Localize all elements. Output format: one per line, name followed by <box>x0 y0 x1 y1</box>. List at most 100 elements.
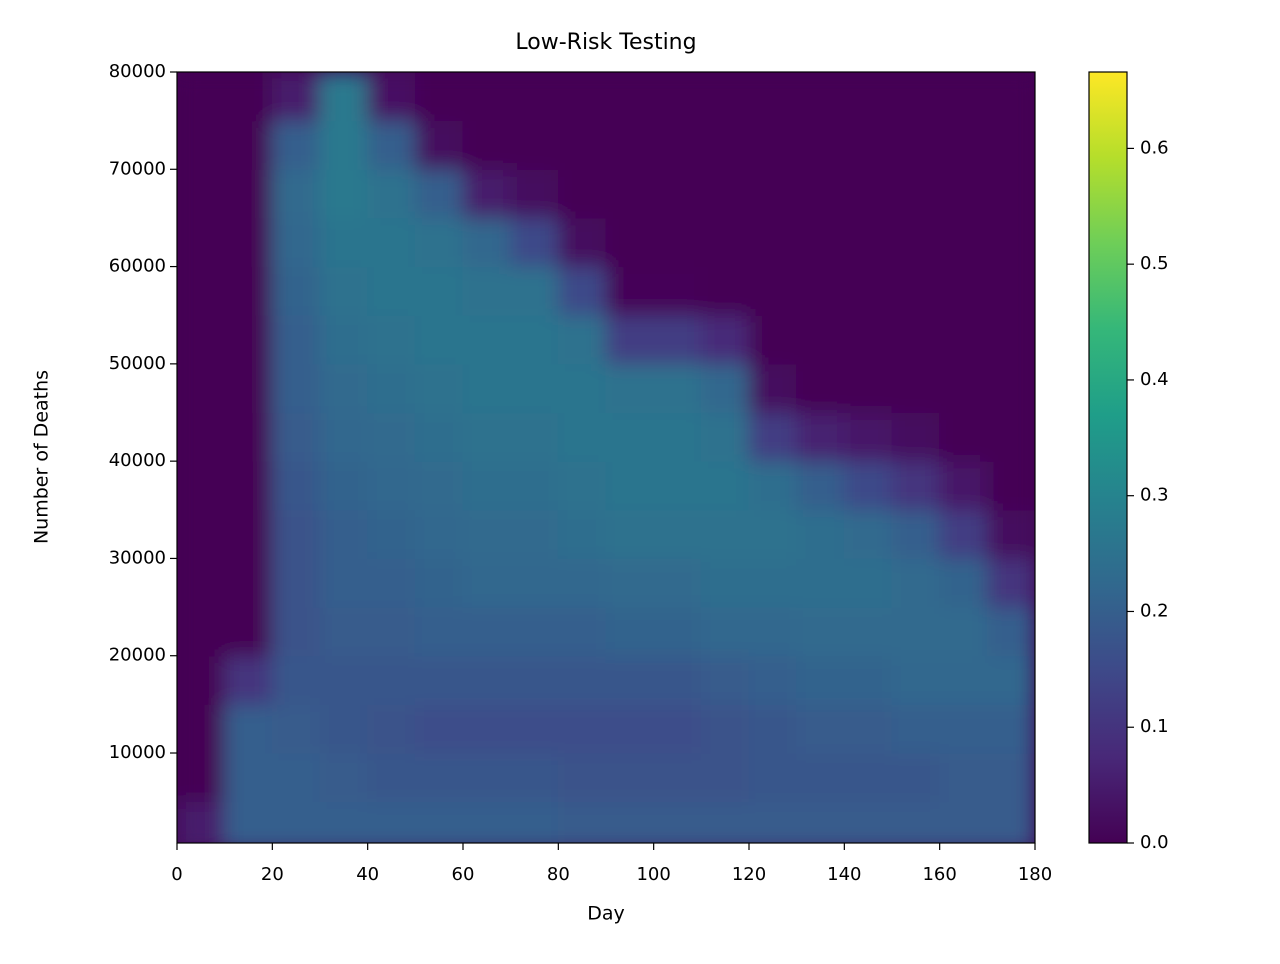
cell <box>367 314 416 365</box>
cell <box>367 460 416 511</box>
colorbar-tick-label: 0.5 <box>1140 253 1169 274</box>
cell <box>796 266 845 316</box>
cell <box>177 557 226 608</box>
cell <box>319 801 369 843</box>
cell <box>319 168 369 219</box>
cell <box>605 509 655 559</box>
cells <box>177 72 1035 843</box>
cell <box>605 363 655 414</box>
cell <box>367 801 416 843</box>
x-tick-label: 180 <box>1018 864 1052 885</box>
cell <box>986 314 1035 365</box>
cell <box>700 655 750 705</box>
cell <box>462 606 512 657</box>
y-tick-label: 40000 <box>109 450 166 471</box>
cell <box>367 217 416 268</box>
cell <box>319 363 369 414</box>
cell <box>462 801 512 843</box>
cell <box>700 460 750 511</box>
cell <box>796 509 845 559</box>
cell <box>177 168 226 219</box>
cell <box>605 557 655 608</box>
cell <box>605 655 655 705</box>
cell <box>367 606 416 657</box>
cell <box>462 72 512 122</box>
cell <box>843 703 893 754</box>
cell <box>700 801 750 843</box>
cell <box>510 606 559 657</box>
cell <box>557 606 607 657</box>
cell <box>462 655 512 705</box>
y-tick-label: 10000 <box>109 742 166 763</box>
cell <box>271 217 321 268</box>
cell <box>986 752 1035 803</box>
cell <box>796 801 845 843</box>
cell <box>557 655 607 705</box>
cell <box>510 509 559 559</box>
cell <box>224 217 273 268</box>
cell <box>271 120 321 170</box>
cell <box>367 168 416 219</box>
cell <box>224 363 273 414</box>
cell <box>462 557 512 608</box>
cell <box>700 557 750 608</box>
cell <box>271 606 321 657</box>
cell <box>939 703 988 754</box>
cell <box>796 460 845 511</box>
cell <box>843 314 893 365</box>
cell <box>224 655 273 705</box>
colorbar-tick-label: 0.1 <box>1140 716 1169 737</box>
cell <box>748 168 798 219</box>
cell <box>414 801 464 843</box>
cell <box>462 703 512 754</box>
cell <box>748 412 798 462</box>
cell <box>605 412 655 462</box>
cell <box>748 606 798 657</box>
x-axis-label: Day <box>587 903 625 925</box>
cell <box>177 460 226 511</box>
cell <box>796 412 845 462</box>
cell <box>653 412 702 462</box>
cell <box>653 168 702 219</box>
cell <box>653 217 702 268</box>
cell <box>462 266 512 316</box>
cell <box>748 120 798 170</box>
cell <box>748 703 798 754</box>
cell <box>414 703 464 754</box>
cell <box>557 801 607 843</box>
cell <box>843 801 893 843</box>
colorbar-tick-label: 0.3 <box>1140 485 1169 506</box>
cell <box>748 801 798 843</box>
cell <box>700 752 750 803</box>
cell <box>557 509 607 559</box>
cell <box>986 509 1035 559</box>
cell <box>319 460 369 511</box>
cell <box>796 606 845 657</box>
cell <box>843 72 893 122</box>
cell <box>271 801 321 843</box>
cell <box>367 412 416 462</box>
cell <box>557 557 607 608</box>
cell <box>796 655 845 705</box>
cell <box>319 72 369 122</box>
cell <box>891 606 941 657</box>
cell <box>939 655 988 705</box>
cell <box>748 314 798 365</box>
x-tick-label: 40 <box>356 864 379 885</box>
cell <box>891 266 941 316</box>
cell <box>605 120 655 170</box>
cell <box>177 266 226 316</box>
cell <box>557 266 607 316</box>
cell <box>891 557 941 608</box>
cell <box>462 460 512 511</box>
x-tick-label: 80 <box>547 864 570 885</box>
cell <box>319 703 369 754</box>
cell <box>557 363 607 414</box>
cell <box>271 460 321 511</box>
x-tick-label: 0 <box>171 864 182 885</box>
cell <box>462 363 512 414</box>
cell <box>605 703 655 754</box>
y-axis-label: Number of Deaths <box>31 370 53 544</box>
cell <box>843 217 893 268</box>
cell <box>653 509 702 559</box>
